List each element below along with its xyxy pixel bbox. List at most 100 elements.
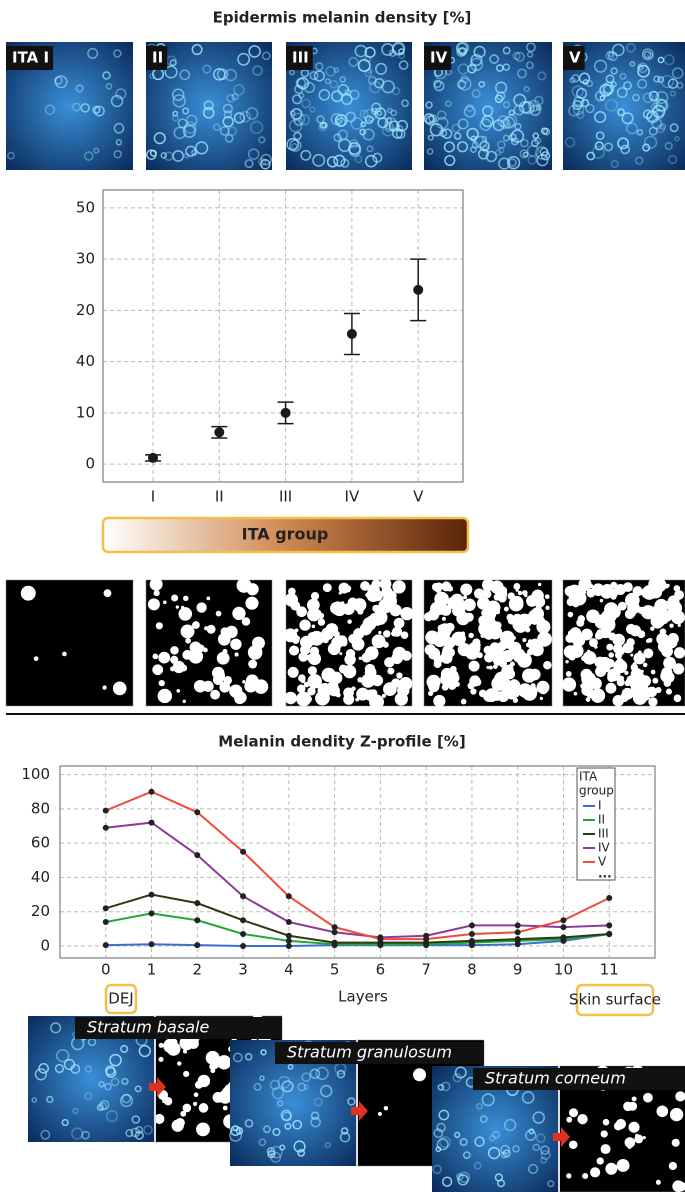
point	[285, 893, 292, 900]
blob	[537, 582, 542, 587]
blob	[369, 694, 385, 710]
point	[194, 942, 201, 949]
series-line	[105, 790, 610, 941]
cell	[292, 94, 303, 105]
cell	[525, 42, 536, 53]
cell	[385, 116, 392, 124]
point	[560, 924, 567, 931]
blob	[457, 642, 472, 657]
blob	[599, 627, 611, 639]
blob	[599, 598, 604, 603]
cell	[496, 140, 506, 149]
blob	[567, 630, 575, 637]
blob	[476, 652, 483, 659]
cell	[324, 1142, 331, 1149]
blob	[483, 607, 497, 621]
blob	[193, 1092, 199, 1098]
cell	[656, 124, 666, 134]
cell	[532, 132, 540, 140]
blob	[364, 663, 376, 675]
x-tick-label: IV	[345, 488, 360, 506]
blob	[176, 689, 181, 693]
cell	[195, 141, 209, 155]
cell	[605, 51, 615, 60]
cell	[310, 1111, 320, 1120]
point	[240, 931, 247, 937]
cell	[427, 134, 434, 141]
cell	[453, 132, 462, 140]
cell	[109, 1053, 122, 1067]
blob	[448, 683, 452, 688]
cell	[289, 119, 303, 133]
blob	[326, 630, 331, 636]
blob	[538, 684, 549, 695]
blob	[380, 613, 388, 621]
cell	[31, 1097, 38, 1103]
blob	[673, 694, 682, 703]
blob	[642, 662, 648, 668]
cell	[648, 126, 658, 136]
cell	[532, 1143, 541, 1152]
cell	[294, 117, 304, 127]
blob	[441, 647, 453, 659]
cell	[294, 84, 304, 94]
cell	[93, 105, 105, 117]
x-tick-label: 8	[467, 961, 477, 979]
cell	[508, 109, 515, 116]
blob	[603, 609, 617, 624]
cell	[453, 1131, 461, 1139]
point	[240, 917, 247, 924]
blob	[467, 652, 472, 657]
cell	[642, 143, 651, 152]
blob	[154, 1113, 165, 1124]
blob	[566, 1173, 572, 1179]
blob	[464, 612, 474, 622]
cell	[40, 1129, 51, 1140]
cell	[602, 81, 615, 94]
blob	[205, 1050, 220, 1065]
blob	[468, 632, 474, 639]
cell	[54, 76, 63, 85]
cell	[462, 1151, 471, 1159]
blob	[339, 652, 343, 656]
blob	[357, 608, 364, 615]
blob	[377, 1111, 382, 1116]
label-bg	[75, 1017, 282, 1039]
cell	[650, 102, 661, 113]
blob	[671, 1138, 680, 1147]
blob	[630, 672, 638, 679]
point	[148, 788, 155, 795]
cell	[593, 59, 608, 73]
cell	[443, 141, 455, 153]
blob	[632, 662, 637, 666]
cell	[467, 64, 477, 74]
blob	[449, 672, 460, 684]
cell	[436, 116, 449, 130]
cell	[182, 107, 190, 115]
cell	[325, 66, 336, 77]
blob	[206, 624, 216, 634]
plot-frame	[102, 189, 464, 483]
point	[280, 407, 291, 418]
blob	[635, 1133, 639, 1138]
cell	[470, 135, 477, 142]
cell	[664, 141, 673, 151]
cell	[56, 1049, 70, 1063]
cell	[70, 1063, 81, 1074]
cell	[459, 1138, 468, 1147]
cell	[495, 81, 508, 94]
cell	[495, 149, 502, 156]
cell	[366, 145, 374, 153]
cell	[568, 104, 580, 117]
blob	[608, 652, 614, 658]
blob	[372, 604, 380, 613]
cell	[212, 67, 226, 81]
cell	[84, 1092, 93, 1101]
cell	[362, 128, 375, 141]
cell	[348, 142, 361, 155]
dej-box	[104, 983, 138, 1015]
blob	[103, 589, 112, 598]
blob	[624, 609, 635, 620]
blob	[427, 609, 440, 621]
blob	[158, 1056, 164, 1062]
